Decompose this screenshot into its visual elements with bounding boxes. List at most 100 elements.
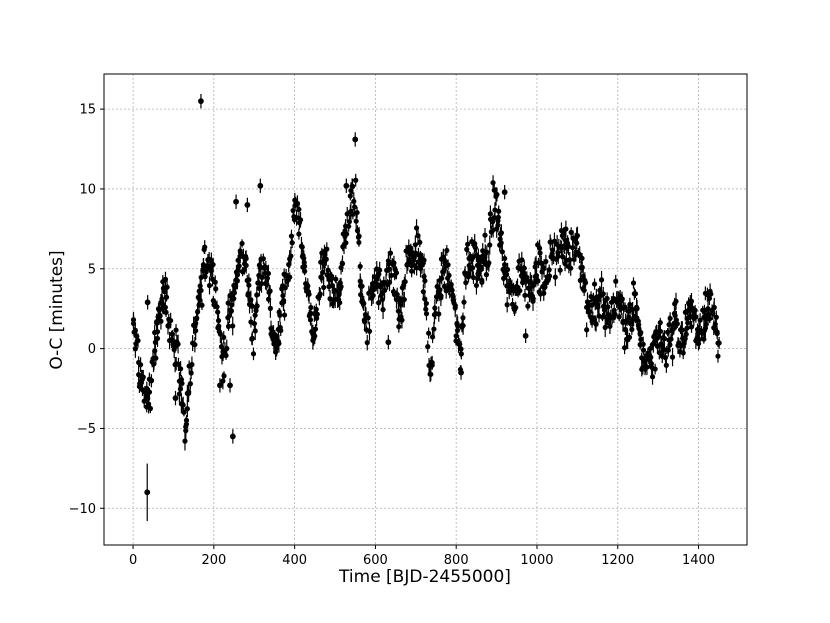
data-point (537, 244, 543, 262)
data-point (530, 291, 536, 311)
data-point (470, 271, 477, 284)
point-marker (490, 180, 496, 186)
point-marker (640, 341, 646, 347)
data-point (632, 289, 639, 299)
point-marker (339, 261, 346, 267)
data-point (168, 312, 174, 329)
y-tick-label: −5 (77, 422, 96, 437)
data-point (354, 206, 360, 219)
data-point (438, 290, 444, 302)
point-marker (570, 245, 576, 251)
point-marker (563, 226, 569, 232)
point-marker (595, 302, 601, 308)
data-point (448, 279, 454, 290)
data-point (148, 374, 155, 387)
data-point (487, 235, 493, 255)
data-point (352, 132, 359, 147)
point-marker (502, 261, 508, 268)
point-marker (152, 339, 158, 345)
data-point (701, 334, 707, 344)
data-point (182, 431, 188, 451)
point-marker (622, 304, 628, 310)
data-point (616, 312, 622, 322)
point-marker (602, 324, 608, 331)
data-point (458, 340, 464, 358)
point-marker (579, 264, 585, 270)
data-point (496, 205, 502, 217)
data-point (252, 321, 258, 341)
data-point (649, 368, 656, 385)
point-marker (312, 333, 318, 339)
point-marker (479, 277, 485, 283)
data-point (491, 213, 497, 222)
point-marker (666, 322, 672, 328)
point-marker (351, 198, 357, 204)
data-point (296, 201, 302, 218)
data-point (244, 197, 251, 213)
point-marker (473, 282, 480, 289)
point-marker (535, 278, 541, 284)
point-marker (683, 331, 689, 337)
data-point (380, 300, 386, 320)
point-marker (713, 314, 719, 320)
point-marker (679, 327, 685, 333)
point-marker (530, 298, 536, 304)
data-point (465, 271, 472, 283)
data-point (360, 298, 366, 310)
y-tick-label: 15 (79, 103, 96, 118)
data-point (288, 246, 294, 266)
point-marker (386, 266, 392, 272)
data-point (634, 300, 640, 318)
point-marker (251, 320, 258, 327)
point-marker (198, 274, 204, 281)
data-point (164, 278, 170, 296)
data-point (486, 254, 492, 272)
point-marker (458, 346, 464, 352)
data-point (663, 357, 669, 373)
point-marker (591, 281, 598, 287)
point-marker (537, 250, 543, 256)
data-point (661, 330, 668, 347)
y-axis-title: O-C [minutes] (47, 250, 67, 369)
data-point (246, 273, 252, 287)
point-marker (598, 277, 605, 283)
data-point (697, 313, 703, 328)
point-marker (385, 339, 392, 346)
point-marker (244, 202, 251, 208)
data-point (644, 359, 650, 376)
point-marker (231, 290, 237, 296)
data-point (147, 403, 154, 414)
data-point (501, 184, 508, 200)
point-marker (582, 280, 589, 286)
data-point (227, 378, 233, 393)
data-point (685, 317, 691, 329)
point-marker (517, 288, 523, 294)
data-point (144, 381, 150, 396)
data-point (276, 334, 282, 353)
point-marker (193, 316, 200, 322)
data-point (144, 463, 151, 522)
point-marker (574, 232, 581, 239)
x-tick-label: 400 (282, 553, 307, 568)
point-marker (265, 270, 272, 277)
point-marker (151, 361, 157, 367)
data-point (458, 365, 464, 380)
point-marker (175, 341, 181, 347)
point-marker (626, 334, 633, 340)
data-point (308, 302, 314, 313)
point-marker (253, 308, 259, 314)
point-marker (233, 198, 239, 205)
point-marker (224, 345, 230, 352)
point-marker (281, 312, 288, 318)
point-marker (667, 342, 673, 348)
data-point (421, 253, 427, 267)
point-marker (465, 241, 471, 247)
data-point (557, 265, 563, 276)
point-marker (483, 272, 490, 278)
data-point (158, 312, 164, 330)
point-marker (140, 374, 146, 380)
data-point (513, 301, 519, 314)
point-marker (630, 280, 637, 286)
data-point (179, 376, 185, 391)
point-marker (696, 337, 702, 343)
